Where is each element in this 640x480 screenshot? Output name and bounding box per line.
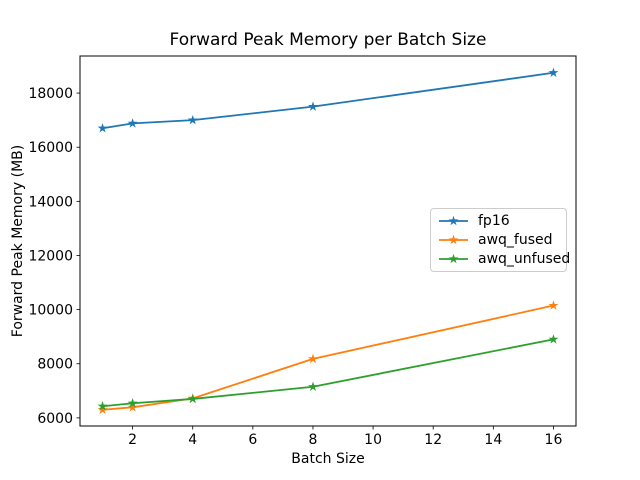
data-point-fp16 xyxy=(127,118,138,128)
data-point-awq_unfused xyxy=(548,334,559,344)
x-tick-label: 16 xyxy=(545,432,563,448)
data-point-fp16 xyxy=(308,101,318,111)
series-line-awq_unfused xyxy=(102,338,554,408)
data-point-awq_fused xyxy=(97,404,108,414)
x-tick-label: 6 xyxy=(248,432,257,448)
legend-label-fp16: fp16 xyxy=(478,212,510,229)
x-tick-label: 10 xyxy=(364,432,382,448)
star-marker-icon xyxy=(448,254,459,264)
y-tick-label: 12000 xyxy=(28,248,73,264)
data-point-awq_fused xyxy=(127,402,138,412)
x-tick-label: 4 xyxy=(188,432,197,448)
series-line-fp16 xyxy=(102,71,554,130)
series-line-awq_fused xyxy=(102,304,554,411)
chart-title: Forward Peak Memory per Batch Size xyxy=(169,30,487,50)
data-point-fp16 xyxy=(97,123,108,133)
legend-label-awq-fused: awq_fused xyxy=(478,231,553,248)
legend-sample-awq-fused xyxy=(439,234,468,245)
y-tick-label: 8000 xyxy=(37,357,73,373)
data-point-awq_unfused xyxy=(127,398,138,408)
legend-entry-awq-unfused: awq_unfused xyxy=(431,250,570,269)
data-point-fp16 xyxy=(548,67,559,77)
data-point-awq_unfused xyxy=(97,401,108,411)
axes-frame xyxy=(79,55,577,427)
y-tick-label: 14000 xyxy=(28,194,73,210)
x-tick-label: 12 xyxy=(424,432,442,448)
data-point-awq_fused xyxy=(308,353,318,364)
star-marker-icon xyxy=(448,234,459,245)
x-tick-label: 8 xyxy=(309,432,318,448)
x-tick-label: 14 xyxy=(484,432,502,448)
legend-entry-fp16: fp16 xyxy=(431,211,566,230)
legend-entry-awq-fused: awq_fused xyxy=(431,230,566,249)
data-point-awq_unfused xyxy=(308,381,318,391)
y-tick-label: 6000 xyxy=(37,411,73,427)
x-tick-label: 2 xyxy=(128,432,137,448)
y-tick-label: 16000 xyxy=(28,140,73,156)
y-axis-label: Forward Peak Memory (MB) xyxy=(10,144,26,338)
y-tick-label: 10000 xyxy=(28,303,73,319)
legend-sample-fp16 xyxy=(439,215,468,225)
legend-label-awq-unfused: awq_unfused xyxy=(478,251,571,268)
y-tick-label: 18000 xyxy=(28,86,73,102)
legend: fp16 awq_fused awq_unfused xyxy=(430,208,570,272)
data-point-awq_unfused xyxy=(187,393,198,404)
legend-sample-awq-unfused xyxy=(439,254,468,264)
x-axis-label: Batch Size xyxy=(291,451,365,467)
data-point-awq_fused xyxy=(548,300,559,310)
star-marker-icon xyxy=(448,215,459,225)
data-point-fp16 xyxy=(187,114,198,125)
